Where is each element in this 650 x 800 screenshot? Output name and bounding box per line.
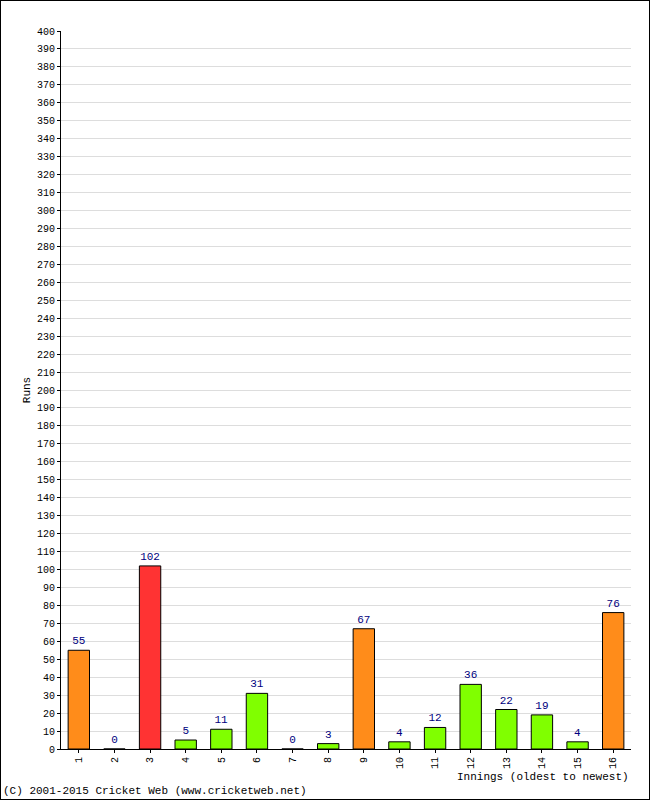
svg-text:300: 300 <box>37 206 55 217</box>
svg-text:210: 210 <box>37 368 55 379</box>
svg-text:320: 320 <box>37 170 55 181</box>
svg-text:1: 1 <box>74 757 85 763</box>
svg-text:2: 2 <box>110 757 121 763</box>
svg-text:5: 5 <box>182 725 189 737</box>
svg-text:7: 7 <box>288 757 299 763</box>
svg-text:200: 200 <box>37 386 55 397</box>
svg-text:8: 8 <box>323 757 334 763</box>
svg-text:180: 180 <box>37 421 55 432</box>
svg-text:4: 4 <box>396 727 403 739</box>
svg-text:350: 350 <box>37 116 55 127</box>
svg-text:290: 290 <box>37 224 55 235</box>
svg-text:30: 30 <box>43 691 55 702</box>
svg-text:12: 12 <box>428 712 441 724</box>
svg-text:160: 160 <box>37 457 55 468</box>
svg-text:31: 31 <box>250 678 264 690</box>
svg-text:3: 3 <box>145 757 156 763</box>
svg-text:140: 140 <box>37 493 55 504</box>
svg-text:76: 76 <box>607 598 620 610</box>
svg-text:400: 400 <box>37 27 55 38</box>
svg-text:0: 0 <box>111 734 118 746</box>
svg-text:260: 260 <box>37 278 55 289</box>
svg-text:3: 3 <box>325 729 332 741</box>
svg-text:11: 11 <box>430 757 441 769</box>
svg-text:55: 55 <box>72 635 85 647</box>
svg-text:4: 4 <box>181 757 192 763</box>
svg-text:22: 22 <box>500 695 513 707</box>
svg-text:270: 270 <box>37 260 55 271</box>
svg-text:340: 340 <box>37 134 55 145</box>
svg-text:14: 14 <box>537 757 548 769</box>
svg-text:220: 220 <box>37 350 55 361</box>
svg-text:170: 170 <box>37 439 55 450</box>
svg-text:150: 150 <box>37 475 55 486</box>
svg-text:10: 10 <box>43 727 55 738</box>
svg-text:90: 90 <box>43 583 55 594</box>
svg-text:19: 19 <box>535 700 548 712</box>
svg-text:0: 0 <box>289 734 296 746</box>
svg-text:250: 250 <box>37 296 55 307</box>
svg-text:280: 280 <box>37 242 55 253</box>
svg-text:40: 40 <box>43 673 55 684</box>
svg-text:110: 110 <box>37 547 55 558</box>
svg-text:120: 120 <box>37 529 55 540</box>
svg-text:15: 15 <box>573 757 584 769</box>
svg-text:390: 390 <box>37 44 55 55</box>
svg-text:Innings (oldest to newest): Innings (oldest to newest) <box>457 771 629 783</box>
svg-text:230: 230 <box>37 332 55 343</box>
svg-text:70: 70 <box>43 619 55 630</box>
svg-text:10: 10 <box>395 757 406 769</box>
svg-text:13: 13 <box>502 757 513 769</box>
svg-text:130: 130 <box>37 511 55 522</box>
svg-text:50: 50 <box>43 655 55 666</box>
svg-text:360: 360 <box>37 98 55 109</box>
svg-text:5: 5 <box>217 757 228 763</box>
svg-text:36: 36 <box>464 669 477 681</box>
svg-text:330: 330 <box>37 152 55 163</box>
svg-text:20: 20 <box>43 709 55 720</box>
svg-text:Runs: Runs <box>21 377 33 403</box>
svg-text:190: 190 <box>37 403 55 414</box>
svg-text:12: 12 <box>466 757 477 769</box>
svg-text:(C) 2001-2015 Cricket Web (www: (C) 2001-2015 Cricket Web (www.cricketwe… <box>3 785 307 797</box>
svg-text:16: 16 <box>608 757 619 769</box>
svg-text:380: 380 <box>37 62 55 73</box>
svg-text:102: 102 <box>140 551 160 563</box>
svg-text:80: 80 <box>43 601 55 612</box>
svg-text:4: 4 <box>574 727 581 739</box>
svg-text:11: 11 <box>215 714 229 726</box>
svg-text:240: 240 <box>37 314 55 325</box>
svg-text:67: 67 <box>357 614 370 626</box>
svg-text:370: 370 <box>37 80 55 91</box>
svg-text:100: 100 <box>37 565 55 576</box>
svg-text:60: 60 <box>43 637 55 648</box>
svg-text:0: 0 <box>49 745 55 756</box>
svg-text:310: 310 <box>37 188 55 199</box>
svg-text:9: 9 <box>359 757 370 763</box>
svg-text:6: 6 <box>252 757 263 763</box>
